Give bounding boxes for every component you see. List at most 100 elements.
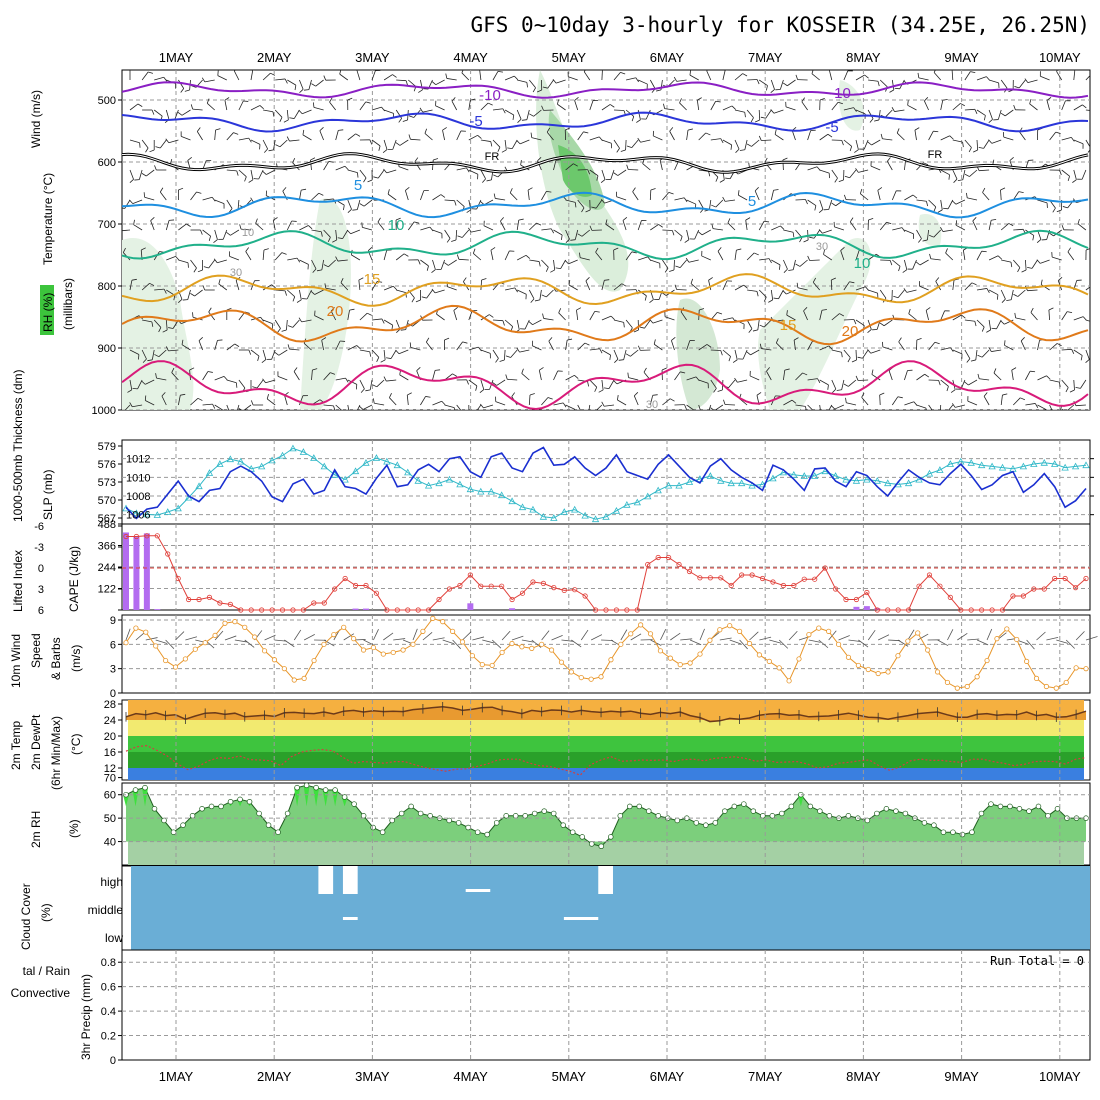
rh-point — [750, 808, 757, 814]
wind-barb — [686, 130, 689, 141]
y-tick-label: 0.2 — [101, 1031, 116, 1043]
wind-barb-flag — [268, 149, 274, 152]
wind-barb — [1004, 344, 1014, 351]
wind-barb — [785, 106, 796, 111]
y-tick-label: 500 — [98, 95, 116, 107]
wind-barb — [1001, 259, 1012, 263]
wind-barb — [524, 319, 530, 330]
wind-point — [657, 648, 664, 654]
wind-barb-flag — [818, 209, 824, 213]
dewpoint-line — [125, 744, 1087, 776]
li-point — [300, 607, 306, 613]
wind-barb — [330, 310, 337, 321]
wind-barb-flag — [756, 79, 760, 85]
wind-barb-flag — [565, 238, 570, 243]
wind-barb-flag — [933, 70, 936, 73]
wind-barb-flag — [565, 127, 571, 131]
rh-point — [579, 834, 585, 840]
wind-barb-flag — [332, 239, 337, 243]
wind-point — [1073, 665, 1079, 671]
wind-barb-flag — [479, 389, 485, 393]
wind-barb-flag — [509, 188, 513, 193]
wind-barb-flag — [819, 97, 825, 101]
wind-barb — [395, 319, 401, 330]
surface-barb — [590, 634, 603, 641]
wind-barb-flag — [445, 73, 448, 79]
wind-barb — [181, 136, 191, 141]
wind-barb — [797, 287, 808, 291]
wind-barb — [686, 376, 697, 381]
wind-barb — [132, 199, 143, 204]
wind-barb-flag — [596, 175, 599, 181]
wind-barb-flag — [189, 367, 195, 371]
wind-barb-flag — [711, 223, 714, 229]
wind-barb — [517, 79, 527, 83]
y-tick-label: 0 — [110, 1055, 116, 1067]
contour-label: 30 — [816, 241, 828, 253]
li-point — [655, 554, 661, 561]
li-point — [707, 575, 713, 581]
rh-point — [807, 803, 814, 810]
wind-barb-flag — [163, 77, 168, 82]
wind-barb — [608, 379, 615, 389]
wind-barb — [786, 314, 796, 321]
wind-barb-flag — [378, 145, 381, 151]
wind-barb-flag — [874, 119, 880, 122]
precip-frame — [121, 949, 1091, 1061]
wind-barb — [1053, 229, 1062, 237]
wind-barb — [981, 349, 990, 358]
rh-point — [598, 843, 604, 850]
day-label: 7MAY — [748, 50, 783, 65]
wind-barb-flag — [490, 247, 496, 251]
wind-barb — [495, 401, 506, 406]
wind-barb-flag — [583, 131, 589, 134]
wind-barb — [770, 79, 775, 90]
wind-point — [944, 679, 951, 686]
wind-barb-flag — [843, 383, 849, 387]
wind-barb — [230, 229, 240, 236]
wind-point — [301, 675, 307, 682]
wind-barb — [708, 280, 712, 291]
li-point — [488, 583, 494, 589]
li-point — [613, 607, 620, 613]
wind-barb — [458, 258, 469, 261]
wind-barb-flag — [961, 314, 966, 319]
wind-barb-flag — [727, 218, 731, 224]
contour-label: 10 — [854, 255, 871, 272]
wind-barb-flag — [526, 82, 528, 88]
wind-barb — [159, 139, 167, 149]
wind-barb-flag — [323, 75, 327, 81]
rh-point — [893, 808, 899, 814]
wind-barb-flag — [675, 265, 681, 269]
thickness-point — [195, 482, 203, 490]
wind-barb — [456, 199, 465, 207]
wind-barb-flag — [1071, 137, 1075, 142]
wind-barb-flag — [250, 400, 254, 406]
wind-barb — [888, 370, 893, 381]
wind-barb-flag — [310, 157, 316, 161]
wind-barb-flag — [661, 367, 667, 371]
wind-barb — [329, 101, 337, 111]
wind-barb — [988, 220, 992, 231]
thickness-point — [706, 472, 715, 479]
thickness-label: 1000-500mb Thickness (dm) — [11, 369, 25, 522]
wind-barb-flag — [632, 187, 636, 192]
wind-barb — [706, 70, 712, 81]
wind-barb — [904, 401, 914, 406]
surface-barb — [986, 628, 993, 641]
wind-barb — [289, 139, 300, 142]
wind-barb — [940, 135, 950, 141]
wind-barb — [528, 289, 535, 300]
wind-barb — [171, 372, 179, 381]
wind-barb — [217, 75, 227, 81]
wind-barb-flag — [945, 248, 948, 254]
wind-barb — [991, 349, 1002, 352]
wind-barb-flag — [296, 257, 301, 263]
wind-barb-flag — [518, 218, 524, 221]
wind-barb — [1075, 404, 1086, 407]
wind-barb — [238, 379, 246, 389]
wind-barb — [686, 404, 695, 410]
wind-barb — [446, 78, 457, 81]
wind-barb — [979, 378, 990, 381]
